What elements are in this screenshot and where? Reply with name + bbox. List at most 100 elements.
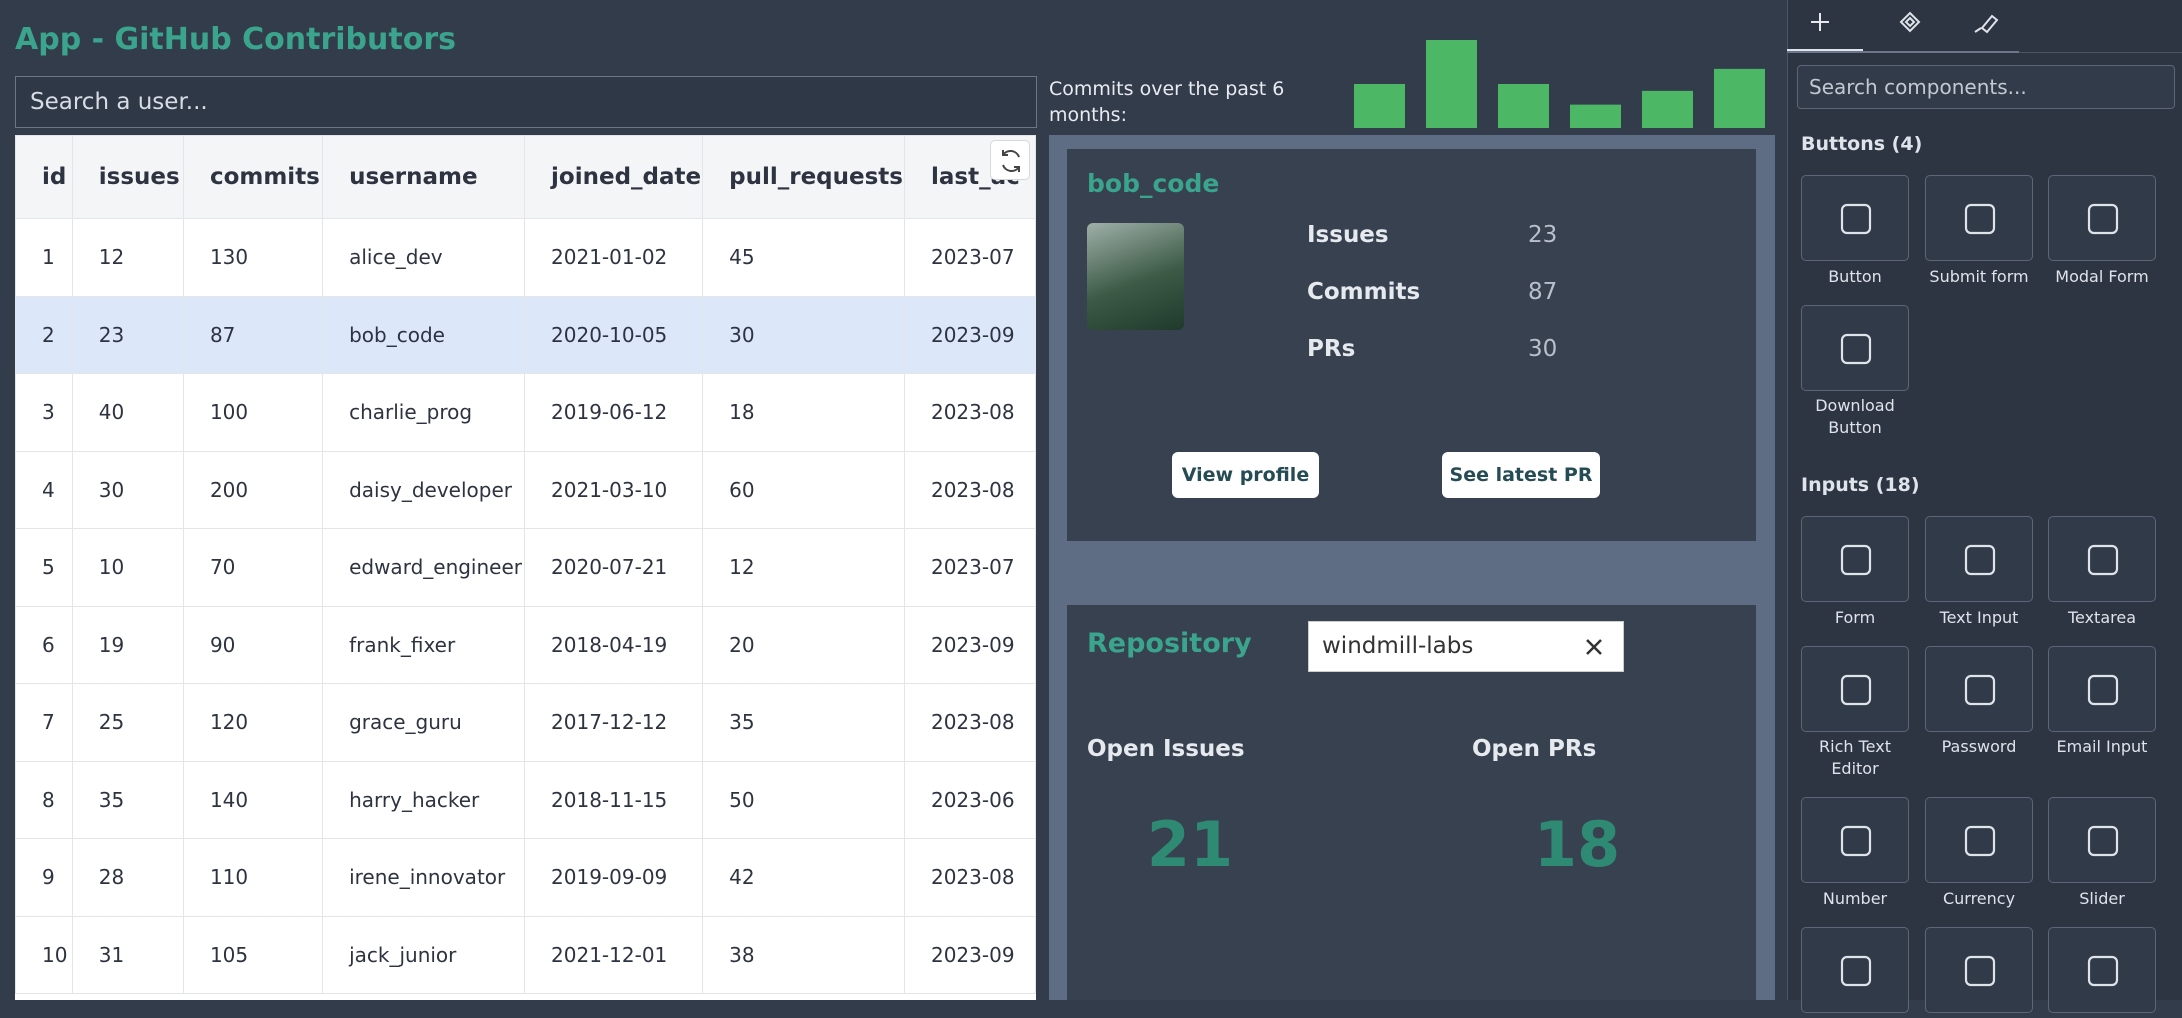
- table-cell: jack_junior: [322, 915, 526, 994]
- input-value: windmill-labs: [1322, 633, 1474, 659]
- table-cell: 25: [71, 683, 184, 762]
- table-cell: frank_fixer: [322, 605, 526, 684]
- component-tile[interactable]: [1925, 646, 2033, 732]
- table-cell: bob_code: [322, 295, 526, 374]
- table-cell: 2019-06-12: [524, 373, 704, 452]
- contributors-table: id issues commits username joined_date pull_r…: [15, 135, 1036, 994]
- table-cell: 2019-09-09: [524, 838, 704, 917]
- table-cell: 87: [182, 295, 324, 374]
- component-tile[interactable]: [1801, 305, 1909, 391]
- table-cell: 12: [71, 218, 184, 297]
- column-header: issues: [71, 135, 184, 219]
- table-cell: 40: [71, 373, 184, 452]
- stat-value: 23: [1528, 222, 1558, 248]
- bar: [1354, 84, 1405, 128]
- table-cell: 12: [702, 528, 905, 607]
- tile-label: Text Input: [1939, 608, 2019, 627]
- table-row[interactable]: 9 28 110 irene_innovator 2019-09-09 42 2023-08: [15, 838, 1036, 917]
- tile-label: Textarea: [2067, 608, 2137, 627]
- table-row[interactable]: 1 12 130 alice_dev 2021-01-02 45 2023-07: [15, 218, 1036, 297]
- table-cell: 2: [15, 295, 73, 374]
- component-tile[interactable]: [1801, 797, 1909, 883]
- table-cell: 42: [702, 838, 905, 917]
- table-cell: 1: [15, 218, 73, 297]
- bar: [1498, 84, 1549, 128]
- table-row[interactable]: 3 40 100 charlie_prog 2019-06-12 18 2023-08: [15, 373, 1036, 452]
- table-cell: 2023-09: [903, 915, 1036, 994]
- tile-label: Rich Text Editor: [1819, 737, 1891, 778]
- table-cell: 100: [182, 373, 324, 452]
- table-cell: 2023-08: [903, 683, 1036, 762]
- table-cell: 2021-01-02: [524, 218, 704, 297]
- table-cell: 4: [15, 450, 73, 529]
- component-tile[interactable]: [2048, 516, 2156, 602]
- column-header: joined_date: [524, 135, 704, 219]
- component-tile[interactable]: [1801, 516, 1909, 602]
- tile-label: Number: [1822, 889, 1888, 908]
- bar: [1642, 90, 1693, 128]
- component-tile[interactable]: [2048, 175, 2156, 261]
- table-cell: 90: [182, 605, 324, 684]
- bar: [1570, 104, 1621, 128]
- table-cell: 28: [71, 838, 184, 917]
- table-cell: 30: [71, 450, 184, 529]
- table-cell: 38: [702, 915, 905, 994]
- table-cell: 2023-07: [903, 218, 1036, 297]
- action-button[interactable]: View profile: [1172, 452, 1319, 498]
- repository-input[interactable]: windmill-labs: [1308, 621, 1624, 672]
- table-cell: 3: [15, 373, 73, 452]
- column-header: pull_requests: [702, 135, 905, 219]
- table-row[interactable]: 4 30 200 daisy_developer 2021-03-10 60 2023-08: [15, 450, 1036, 529]
- table-row[interactable]: 10 31 105 jack_junior 2021-12-01 38 2023-09: [15, 915, 1036, 994]
- sidebar-tabs: [1787, 0, 2182, 53]
- table-cell: 2023-07: [903, 528, 1036, 607]
- table-cell: 2017-12-12: [524, 683, 704, 762]
- table-cell: 110: [182, 838, 324, 917]
- tile-label: Download Button: [1815, 396, 1895, 437]
- component-tile[interactable]: [1801, 175, 1909, 261]
- component-tile[interactable]: [1925, 516, 2033, 602]
- table-row[interactable]: 6 19 90 frank_fixer 2018-04-19 20 2023-09: [15, 605, 1036, 684]
- action-button[interactable]: See latest PR: [1442, 452, 1600, 498]
- table-row[interactable]: 7 25 120 grace_guru 2017-12-12 35 2023-08: [15, 683, 1036, 762]
- refresh-button[interactable]: [990, 140, 1030, 180]
- metric-label: Open PRs: [1472, 736, 1597, 762]
- component-search[interactable]: Search components...: [1797, 65, 2175, 109]
- component-tile[interactable]: [1801, 646, 1909, 732]
- tile-label: Password: [1941, 737, 2017, 756]
- component-tile[interactable]: [2048, 646, 2156, 732]
- table-row[interactable]: 8 35 140 harry_hacker 2018-11-15 50 2023-06: [15, 760, 1036, 839]
- stat-value: 30: [1528, 336, 1558, 362]
- component-tile[interactable]: [1925, 927, 2033, 1013]
- component-tile[interactable]: [2048, 797, 2156, 883]
- table-container: id issues commits username joined_date pull_r…: [15, 135, 1036, 1000]
- column-header: id: [15, 135, 73, 219]
- table-cell: 70: [182, 528, 324, 607]
- table-cell: 23: [71, 295, 184, 374]
- table-row[interactable]: 2 23 87 bob_code 2020-10-05 30 2023-09: [15, 295, 1036, 374]
- table-cell: 35: [71, 760, 184, 839]
- table-cell: 60: [702, 450, 905, 529]
- stat-value: 87: [1528, 279, 1558, 305]
- avatar: [1087, 223, 1184, 330]
- table-cell: 30: [702, 295, 905, 374]
- component-tile[interactable]: [2048, 927, 2156, 1013]
- table-cell: 140: [182, 760, 324, 839]
- table-cell: 2023-08: [903, 450, 1036, 529]
- metric-label: Open Issues: [1087, 736, 1245, 762]
- user-search[interactable]: Search a user...: [15, 76, 1037, 128]
- table-cell: harry_hacker: [322, 760, 526, 839]
- tile-label: Modal Form: [2055, 267, 2149, 286]
- table-cell: 2023-08: [903, 373, 1036, 452]
- component-tile[interactable]: [1925, 175, 2033, 261]
- table-cell: charlie_prog: [322, 373, 526, 452]
- table-cell: grace_guru: [322, 683, 526, 762]
- table-cell: daisy_developer: [322, 450, 526, 529]
- component-tile[interactable]: [1801, 927, 1909, 1013]
- username: bob_code: [1087, 169, 1220, 198]
- table-row[interactable]: 5 10 70 edward_engineer 2020-07-21 12 2023-07: [15, 528, 1036, 607]
- tile-label: Form: [1834, 608, 1876, 627]
- component-tile[interactable]: [1925, 797, 2033, 883]
- table-cell: 200: [182, 450, 324, 529]
- table-cell: 50: [702, 760, 905, 839]
